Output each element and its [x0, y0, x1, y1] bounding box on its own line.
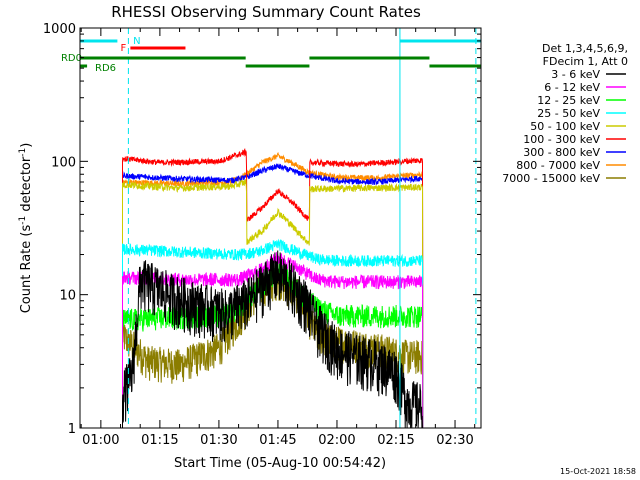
- rd0-flag-label: RD0: [61, 53, 82, 64]
- y-tick-label: 1000: [43, 22, 76, 37]
- night-flag-label: N: [133, 36, 140, 47]
- x-tick-label: 01:15: [141, 433, 178, 448]
- series-line: [122, 179, 424, 428]
- series-line: [122, 238, 424, 428]
- legend-label: 6 - 12 keV: [544, 81, 600, 94]
- legend-label: 12 - 25 keV: [537, 94, 600, 107]
- legend-label: 7000 - 15000 keV: [502, 172, 600, 185]
- series-line: [122, 147, 424, 428]
- y-axis-label: Count Rate (s-1 detector-1): [18, 143, 34, 314]
- y-tick-label: 1: [68, 422, 76, 437]
- flare-flag-label: F: [121, 43, 127, 54]
- plot-frame: [79, 27, 482, 429]
- x-axis: 01:00 01:15 01:30 01:45 02:00 02:15 02:30: [80, 28, 476, 448]
- chart-title: RHESSI Observing Summary Count Rates: [111, 3, 421, 21]
- legend-label: 25 - 50 keV: [537, 107, 600, 120]
- x-tick-label: 02:15: [377, 433, 414, 448]
- y-axis: 1 10 100 1000: [43, 22, 481, 437]
- legend-header-1: Det 1,3,4,5,6,9,: [542, 42, 628, 55]
- y-tick-label: 100: [51, 155, 76, 170]
- x-tick-label: 02:30: [436, 433, 473, 448]
- series-line: [122, 250, 423, 428]
- y-tick-label: 10: [59, 289, 76, 304]
- series-line: [122, 267, 424, 428]
- x-tick-label: 01:30: [200, 433, 237, 448]
- x-tick-label: 01:00: [82, 433, 119, 448]
- rd6-flag-label: RD6: [95, 63, 116, 74]
- x-axis-label: Start Time (05-Aug-10 00:54:42): [174, 456, 386, 471]
- x-tick-label: 02:00: [318, 433, 355, 448]
- x-tick-label: 01:45: [259, 433, 296, 448]
- legend-label: 100 - 300 keV: [523, 133, 600, 146]
- series-layer: [122, 147, 424, 428]
- legend-label: 300 - 800 keV: [523, 146, 600, 159]
- legend: Det 1,3,4,5,6,9, FDecim 1, Att 0 3 - 6 k…: [502, 42, 628, 185]
- legend-label: 800 - 7000 keV: [516, 159, 600, 172]
- legend-header-2: FDecim 1, Att 0: [543, 55, 628, 68]
- series-line: [122, 163, 424, 428]
- legend-label: 50 - 100 keV: [530, 120, 600, 133]
- timestamp: 15-Oct-2021 18:58: [560, 467, 636, 476]
- legend-label: 3 - 6 keV: [551, 68, 600, 81]
